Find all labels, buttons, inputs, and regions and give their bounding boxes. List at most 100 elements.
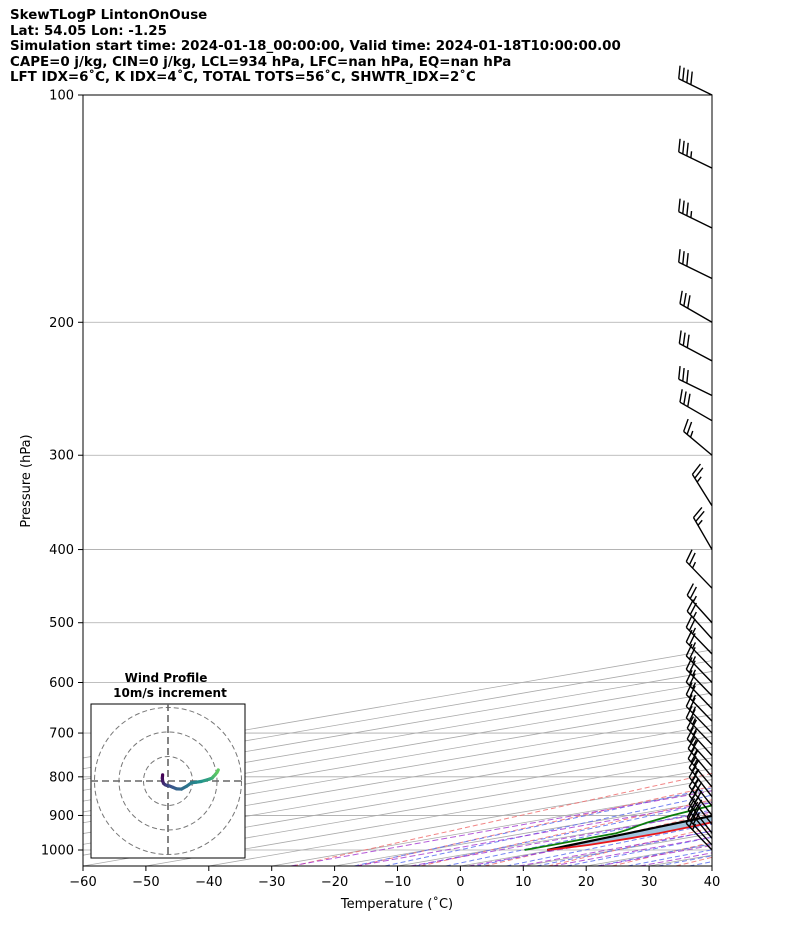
x-tick-label: −50 [132, 875, 159, 890]
moist-adiabat [445, 809, 712, 866]
wind-barb [682, 418, 713, 456]
moist-adiabat [566, 836, 712, 866]
x-tick-label: 20 [578, 875, 595, 890]
moist-adiabat [536, 830, 712, 866]
x-tick-label: −60 [69, 875, 96, 890]
moist-adiabat [476, 816, 712, 866]
wind-barb [678, 366, 713, 397]
moist-adiabat [689, 861, 712, 866]
moist-adiabat [353, 787, 712, 866]
wind-barb [685, 657, 713, 697]
wind-barb [685, 682, 713, 722]
wind-barb [678, 330, 713, 362]
dry-adiabat [611, 841, 712, 866]
isotherm [460, 822, 712, 866]
wind-barb [686, 599, 713, 640]
isotherm [83, 671, 712, 780]
y-tick-label: 200 [49, 316, 74, 331]
parcel-indices: CAPE=0 j/kg, CIN=0 j/kg, LCL=934 hPa, LF… [10, 54, 512, 70]
dry-adiabat [293, 772, 712, 866]
mixing-ratio-line [290, 790, 712, 866]
wind-barb [685, 669, 713, 710]
x-tick-label: 30 [641, 875, 658, 890]
moist-adiabat [384, 794, 712, 866]
parcel-profile-line [546, 814, 712, 852]
wind-barb [679, 290, 713, 323]
isotherm [397, 811, 712, 866]
moist-adiabat [627, 849, 712, 866]
x-tick-label: −20 [321, 875, 348, 890]
isotherm [334, 800, 712, 866]
isotherm [83, 703, 712, 813]
isotherm [523, 833, 712, 866]
simulation-times: Simulation start time: 2024-01-18_00:00:… [10, 39, 621, 55]
wind-barb [686, 726, 713, 767]
wind-barb [685, 694, 713, 734]
x-tick-label: −30 [258, 875, 285, 890]
wind-barb [686, 583, 713, 624]
x-tick-label: 10 [515, 875, 532, 890]
wind-barb [685, 705, 713, 746]
y-tick-label: 500 [49, 616, 74, 631]
x-tick-label: 40 [704, 875, 721, 890]
y-tick-label: 900 [49, 809, 74, 824]
mixing-ratio-line [552, 836, 712, 866]
x-axis-label: Temperature (˚C) [340, 896, 453, 912]
y-tick-label: 100 [49, 89, 74, 104]
x-tick-label: 0 [456, 875, 464, 890]
hodograph-subtitle: 10m/s increment [113, 686, 227, 700]
wind-barb [692, 506, 713, 550]
y-tick-label: 800 [49, 770, 74, 785]
y-tick-label: 300 [49, 449, 74, 464]
station-location: Lat: 54.05 Lon: -1.25 [10, 23, 167, 39]
dry-adiabat [420, 799, 712, 866]
x-tick-label: −10 [384, 875, 411, 890]
hodograph-segment [215, 768, 220, 775]
x-tick-label: −40 [195, 875, 222, 890]
y-tick-label: 400 [49, 543, 74, 558]
isotherm [83, 692, 712, 802]
moist-adiabat [415, 801, 712, 866]
y-tick-label: 600 [49, 676, 74, 691]
wind-barb [685, 549, 713, 589]
wind-barb-layer [678, 65, 713, 851]
moist-adiabat [506, 823, 712, 866]
profile-layer [524, 804, 712, 852]
isotherm [208, 779, 712, 866]
isotherm [711, 865, 712, 866]
wind-barb [679, 389, 713, 422]
isotherm [83, 681, 712, 791]
chart-title: SkewTLogP LintonOnOuse [10, 8, 208, 23]
y-tick-label: 1000 [41, 844, 74, 859]
isotherm [83, 660, 712, 770]
mixing-ratio-line [356, 801, 712, 866]
chart-header: SkewTLogP LintonOnOuse Lat: 54.05 Lon: -… [10, 8, 621, 86]
wind-barb [678, 198, 713, 229]
hodograph-plot [91, 704, 245, 858]
hodograph-inset: Wind Profile 10m/s increment [90, 671, 246, 859]
hodograph-title: Wind Profile [125, 671, 208, 685]
dry-adiabat [356, 785, 712, 866]
isotherm [271, 789, 712, 866]
isotherm [83, 714, 712, 824]
dry-adiabat [740, 95, 794, 866]
moist-adiabat [720, 95, 794, 866]
wind-barb [691, 463, 713, 507]
wind-barb [685, 615, 713, 655]
wind-barb [678, 65, 713, 96]
isotherm [649, 854, 712, 866]
mixing-ratio-line [410, 811, 712, 866]
wind-barb [678, 138, 713, 169]
dewpoint-line [524, 804, 712, 851]
dry-adiabat [484, 812, 712, 866]
axis-layer: −60 −50 −40 −30 −20 −10 0 10 20 30 40 100 200 300 400 5… [41, 89, 720, 891]
isotherm [83, 725, 712, 834]
y-tick-label: 700 [49, 727, 74, 742]
y-axis-label: Pressure (hPa) [19, 434, 34, 527]
mixing-ratio-line [518, 830, 712, 866]
dry-adiabat [548, 827, 712, 866]
mixing-ratio-line [639, 852, 712, 866]
stability-indices: LFT IDX=6˚C, K IDX=4˚C, TOTAL TOTS=56˚C,… [10, 70, 476, 86]
wind-barb [678, 249, 713, 280]
